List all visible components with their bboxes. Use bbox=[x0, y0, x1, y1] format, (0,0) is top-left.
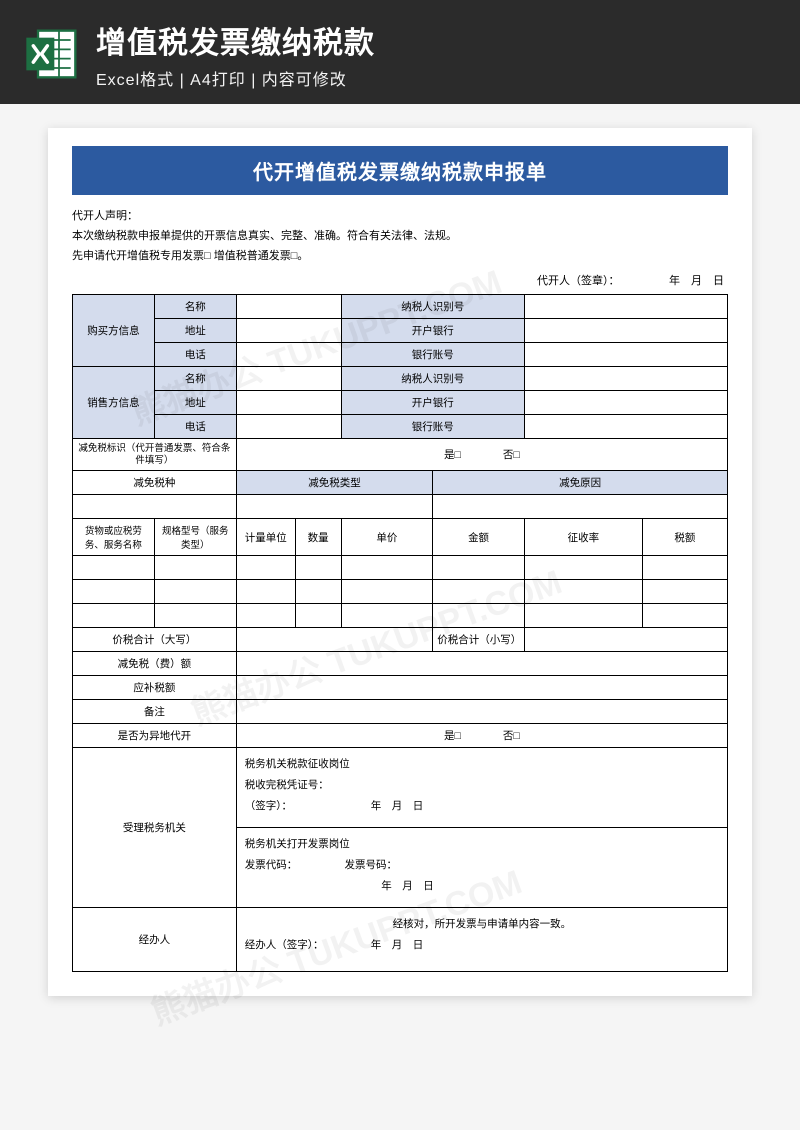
item-row[interactable] bbox=[73, 580, 728, 604]
excel-icon bbox=[24, 26, 80, 82]
seller-addr-label: 地址 bbox=[154, 391, 236, 415]
total-num-value[interactable] bbox=[524, 628, 727, 652]
seller-taxid-value[interactable] bbox=[524, 367, 727, 391]
buyer-tel-value[interactable] bbox=[236, 343, 341, 367]
seller-acct-label: 银行账号 bbox=[341, 415, 524, 439]
items-col1: 货物或应税劳务、服务名称 bbox=[73, 519, 155, 556]
buyer-name-label: 名称 bbox=[154, 295, 236, 319]
product-header: 增值税发票缴纳税款 Excel格式 | A4打印 | 内容可修改 bbox=[0, 0, 800, 104]
seller-acct-value[interactable] bbox=[524, 415, 727, 439]
remark-label: 备注 bbox=[73, 700, 237, 724]
seller-name-label: 名称 bbox=[154, 367, 236, 391]
handler-label: 经办人 bbox=[73, 908, 237, 972]
buyer-taxid-value[interactable] bbox=[524, 295, 727, 319]
buyer-acct-value[interactable] bbox=[524, 343, 727, 367]
handler-l2: 经办人（签字）： 年 月 日 bbox=[245, 935, 719, 956]
total-num-label: 价税合计（小写） bbox=[433, 628, 525, 652]
items-col6: 金额 bbox=[433, 519, 525, 556]
seller-bank-label: 开户银行 bbox=[341, 391, 524, 415]
signer-line: 代开人（签章）： 年 月 日 bbox=[72, 272, 724, 288]
declaration: 代开人声明： 本次缴纳税款申报单提供的开票信息真实、完整、准确。符合有关法律、法… bbox=[72, 207, 728, 266]
authority-label: 受理税务机关 bbox=[73, 748, 237, 908]
reduction-type-label: 减免税类型 bbox=[236, 471, 432, 495]
page-subtitle: Excel格式 | A4打印 | 内容可修改 bbox=[96, 66, 776, 90]
buyer-tel-label: 电话 bbox=[154, 343, 236, 367]
seller-tel-value[interactable] bbox=[236, 415, 341, 439]
main-form-table: 购买方信息 名称 纳税人识别号 地址 开户银行 电话 银行账号 销售方信息 名称… bbox=[72, 294, 728, 972]
reduction-reason-label: 减免原因 bbox=[433, 471, 728, 495]
buyer-acct-label: 银行账号 bbox=[341, 343, 524, 367]
handler-block[interactable]: 经核对，所开发票与申请单内容一致。 经办人（签字）： 年 月 日 bbox=[236, 908, 727, 972]
items-col3: 计量单位 bbox=[236, 519, 295, 556]
buyer-addr-value[interactable] bbox=[236, 319, 341, 343]
handler-l1: 经核对，所开发票与申请单内容一致。 bbox=[245, 914, 719, 935]
reduction-kind-value[interactable] bbox=[73, 495, 237, 519]
payable-label: 应补税额 bbox=[73, 676, 237, 700]
authority-block1[interactable]: 税务机关税款征收岗位 税收完税凭证号： （签字）： 年 月 日 bbox=[236, 748, 727, 828]
authority-b1-l3: （签字）： 年 月 日 bbox=[245, 796, 719, 817]
total-cn-label: 价税合计（大写） bbox=[73, 628, 237, 652]
declaration-line1: 本次缴纳税款申报单提供的开票信息真实、完整、准确。符合有关法律、法规。 bbox=[72, 227, 728, 247]
authority-block2[interactable]: 税务机关打开发票岗位 发票代码： 发票号码： 年 月 日 bbox=[236, 828, 727, 908]
authority-b2-l2: 发票代码： 发票号码： bbox=[245, 855, 719, 876]
reduction-amt-value[interactable] bbox=[236, 652, 727, 676]
seller-name-value[interactable] bbox=[236, 367, 341, 391]
reduction-amt-label: 减免税（费）额 bbox=[73, 652, 237, 676]
reduction-type-value[interactable] bbox=[236, 495, 432, 519]
doc-title: 代开增值税发票缴纳税款申报单 bbox=[72, 146, 728, 195]
item-row[interactable] bbox=[73, 556, 728, 580]
seller-bank-value[interactable] bbox=[524, 391, 727, 415]
item-row[interactable] bbox=[73, 604, 728, 628]
buyer-bank-value[interactable] bbox=[524, 319, 727, 343]
reduction-flag-value[interactable]: 是□ 否□ bbox=[236, 439, 727, 471]
offsite-value[interactable]: 是□ 否□ bbox=[236, 724, 727, 748]
items-col4: 数量 bbox=[295, 519, 341, 556]
authority-b2-l3: 年 月 日 bbox=[245, 876, 719, 897]
declaration-line2: 先申请代开增值税专用发票□ 增值税普通发票□。 bbox=[72, 247, 728, 267]
items-col2: 规格型号（服务类型） bbox=[154, 519, 236, 556]
items-col5: 单价 bbox=[341, 519, 433, 556]
buyer-taxid-label: 纳税人识别号 bbox=[341, 295, 524, 319]
buyer-bank-label: 开户银行 bbox=[341, 319, 524, 343]
offsite-label: 是否为异地代开 bbox=[73, 724, 237, 748]
buyer-addr-label: 地址 bbox=[154, 319, 236, 343]
authority-b2-l1: 税务机关打开发票岗位 bbox=[245, 834, 719, 855]
reduction-reason-value[interactable] bbox=[433, 495, 728, 519]
authority-b1-l1: 税务机关税款征收岗位 bbox=[245, 754, 719, 775]
seller-tel-label: 电话 bbox=[154, 415, 236, 439]
payable-value[interactable] bbox=[236, 676, 727, 700]
reduction-kind-label: 减免税种 bbox=[73, 471, 237, 495]
items-col8: 税额 bbox=[642, 519, 727, 556]
items-col7: 征收率 bbox=[524, 519, 642, 556]
buyer-section: 购买方信息 bbox=[73, 295, 155, 367]
seller-addr-value[interactable] bbox=[236, 391, 341, 415]
buyer-name-value[interactable] bbox=[236, 295, 341, 319]
reduction-flag-label: 减免税标识（代开普通发票、符合条件填写） bbox=[73, 439, 237, 471]
document-page: 代开增值税发票缴纳税款申报单 代开人声明： 本次缴纳税款申报单提供的开票信息真实… bbox=[48, 128, 752, 996]
remark-value[interactable] bbox=[236, 700, 727, 724]
total-cn-value[interactable] bbox=[236, 628, 432, 652]
seller-section: 销售方信息 bbox=[73, 367, 155, 439]
page-title: 增值税发票缴纳税款 bbox=[96, 18, 776, 62]
authority-b1-l2: 税收完税凭证号： bbox=[245, 775, 719, 796]
declaration-label: 代开人声明： bbox=[72, 207, 728, 227]
seller-taxid-label: 纳税人识别号 bbox=[341, 367, 524, 391]
